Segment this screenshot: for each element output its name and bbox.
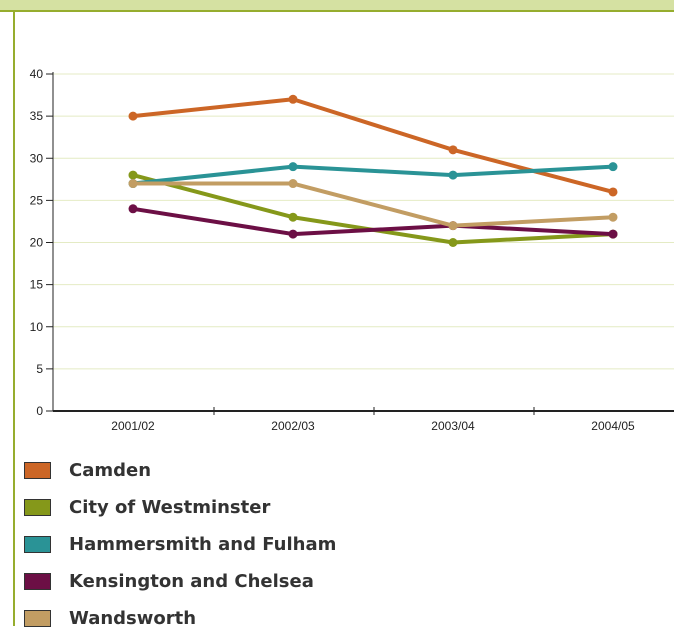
y-tick-label: 0 — [36, 404, 43, 418]
series-line-camden — [131, 97, 615, 194]
data-point-camden — [608, 187, 618, 197]
legend-swatch-wandsworth — [24, 610, 51, 627]
legend-item-wandsworth: Wandsworth — [24, 600, 336, 637]
legend: Camden City of Westminster Hammersmith a… — [24, 452, 336, 637]
header-band — [0, 0, 674, 12]
legend-item-westminster: City of Westminster — [24, 489, 336, 526]
data-point-camden — [288, 94, 298, 104]
y-tick-label: 20 — [30, 236, 44, 250]
legend-item-camden: Camden — [24, 452, 336, 489]
data-point-wandsworth — [608, 212, 618, 222]
y-tick-label: 35 — [30, 109, 44, 123]
x-tick-label: 2002/03 — [271, 419, 315, 433]
y-tick-label: 15 — [30, 278, 44, 292]
y-tick-label: 5 — [36, 362, 43, 376]
legend-label-hammersmith: Hammersmith and Fulham — [69, 534, 337, 555]
legend-label-westminster: City of Westminster — [69, 497, 271, 518]
y-tick-label: 10 — [30, 320, 44, 334]
series-line-wandsworth — [131, 181, 615, 228]
legend-swatch-camden — [24, 462, 51, 479]
legend-label-wandsworth: Wandsworth — [69, 608, 197, 629]
line-chart: 0 5 10 15 20 25 30 35 40 2001/02 2002/03 2003/04 200… — [30, 67, 674, 433]
x-tick-label: 2004/05 — [591, 419, 635, 433]
data-point-kensington-and-chelsea — [288, 229, 298, 239]
data-point-kensington-and-chelsea — [128, 204, 138, 214]
data-point-kensington-and-chelsea — [608, 229, 618, 239]
y-tick-label: 40 — [30, 67, 44, 81]
data-point-hammersmith-and-fulham — [288, 162, 298, 172]
y-tick-label: 30 — [30, 151, 44, 165]
data-point-hammersmith-and-fulham — [608, 162, 618, 172]
legend-item-hammersmith: Hammersmith and Fulham — [24, 526, 336, 563]
data-point-hammersmith-and-fulham — [448, 170, 458, 180]
series-line-kensington-and-chelsea — [131, 206, 615, 237]
data-point-city-of-westminster — [288, 212, 298, 222]
legend-label-kensington: Kensington and Chelsea — [69, 571, 314, 592]
legend-swatch-hammersmith — [24, 536, 51, 553]
data-point-camden — [128, 111, 138, 121]
data-point-camden — [448, 145, 458, 155]
data-point-wandsworth — [448, 221, 458, 231]
data-point-wandsworth — [288, 179, 298, 189]
data-point-city-of-westminster — [128, 170, 138, 180]
legend-label-camden: Camden — [69, 460, 152, 481]
legend-swatch-westminster — [24, 499, 51, 516]
data-point-wandsworth — [128, 179, 138, 189]
legend-swatch-kensington — [24, 573, 51, 590]
legend-item-kensington: Kensington and Chelsea — [24, 563, 336, 600]
data-point-city-of-westminster — [448, 238, 458, 247]
series-line-hammersmith-and-fulham — [131, 164, 615, 186]
y-tick-label: 25 — [30, 193, 44, 207]
x-tick-label: 2003/04 — [431, 419, 475, 433]
left-rule — [13, 10, 15, 626]
x-tick-label: 2001/02 — [111, 419, 155, 433]
